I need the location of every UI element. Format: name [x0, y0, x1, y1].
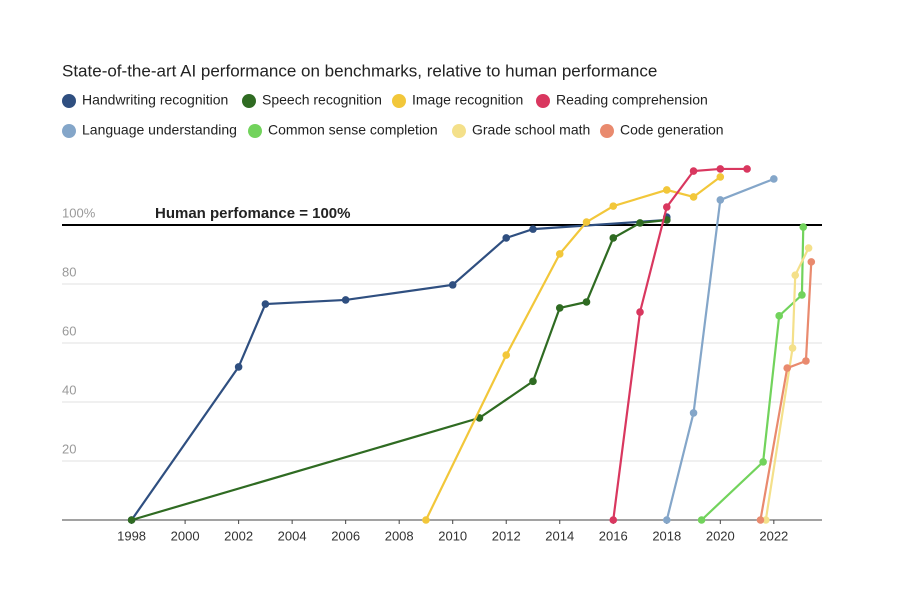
x-tick-label: 2002 [224, 528, 253, 543]
series-line [759, 261, 813, 521]
x-tick-label: 2020 [706, 528, 735, 543]
data-point [582, 218, 591, 226]
data-point [502, 234, 511, 242]
data-point [798, 291, 806, 299]
data-point [689, 193, 698, 201]
series-line [665, 177, 775, 521]
series-line [612, 167, 748, 521]
x-tick-label: 1998 [117, 528, 146, 543]
legend-label: Reading comprehension [556, 92, 708, 108]
data-point [261, 300, 270, 308]
x-tick-label: 2006 [331, 528, 360, 543]
data-point [783, 364, 792, 372]
legend-label: Language understanding [82, 122, 237, 138]
chart-title: State-of-the-art AI performance on bench… [62, 61, 657, 80]
legend-label: Common sense completion [268, 122, 438, 138]
x-tick-label: 2004 [278, 528, 307, 543]
series-line [764, 247, 810, 521]
series-line [424, 176, 721, 521]
data-point [807, 258, 816, 266]
data-point [716, 173, 725, 181]
legend-marker [62, 94, 76, 108]
data-point [609, 202, 618, 210]
series-line [131, 218, 667, 522]
data-point [127, 516, 136, 524]
legend-marker [392, 94, 406, 108]
legend-marker [536, 94, 550, 108]
data-point [662, 203, 671, 211]
data-point [799, 223, 808, 231]
data-point [716, 196, 725, 204]
data-point [759, 458, 767, 466]
data-point [775, 312, 783, 320]
data-point [804, 244, 813, 252]
data-point [341, 296, 350, 304]
data-point [582, 298, 591, 306]
x-tick-label: 2022 [759, 528, 788, 543]
legend-label: Grade school math [472, 122, 590, 138]
data-point [697, 516, 706, 524]
data-point [529, 225, 537, 233]
data-point [788, 344, 797, 352]
data-point [422, 516, 430, 524]
y-tick-label: 20 [62, 441, 76, 456]
y-tick-label: 100% [62, 205, 96, 220]
data-point [448, 281, 457, 289]
data-point [662, 186, 671, 194]
data-point [716, 165, 725, 173]
data-point [756, 516, 765, 524]
legend-marker [452, 124, 466, 138]
data-point [770, 175, 778, 183]
y-tick-label: 80 [62, 264, 76, 279]
data-point [791, 271, 800, 279]
data-point [689, 409, 698, 417]
legend-marker [62, 124, 76, 138]
data-point [762, 516, 770, 524]
x-tick-label: 2014 [545, 528, 574, 543]
data-point [689, 167, 698, 175]
data-point [609, 234, 618, 242]
legend-label: Image recognition [412, 92, 523, 108]
data-point [636, 219, 644, 227]
x-tick-label: 2010 [438, 528, 467, 543]
data-point [662, 516, 671, 524]
legend-marker [248, 124, 262, 138]
x-tick-label: 2008 [385, 528, 414, 543]
data-point [802, 357, 810, 365]
reference-label: Human perfomance = 100% [155, 205, 351, 222]
data-point [529, 377, 537, 386]
data-point [555, 250, 564, 258]
data-point [234, 363, 243, 371]
x-tick-label: 2018 [652, 528, 681, 543]
legend-marker [242, 94, 256, 108]
data-point [502, 351, 511, 359]
y-tick-label: 40 [62, 382, 76, 397]
legend-label: Handwriting recognition [82, 92, 228, 108]
series-line [130, 217, 668, 521]
data-point [609, 516, 618, 524]
x-tick-label: 2000 [171, 528, 200, 543]
y-tick-label: 60 [62, 323, 76, 338]
legend-label: Speech recognition [262, 92, 382, 108]
data-point [636, 308, 644, 316]
data-point [743, 165, 751, 173]
x-tick-label: 2012 [492, 528, 521, 543]
legend-label: Code generation [620, 122, 724, 138]
legend-marker [600, 124, 614, 138]
x-tick-label: 2016 [599, 528, 628, 543]
data-point [555, 304, 564, 312]
